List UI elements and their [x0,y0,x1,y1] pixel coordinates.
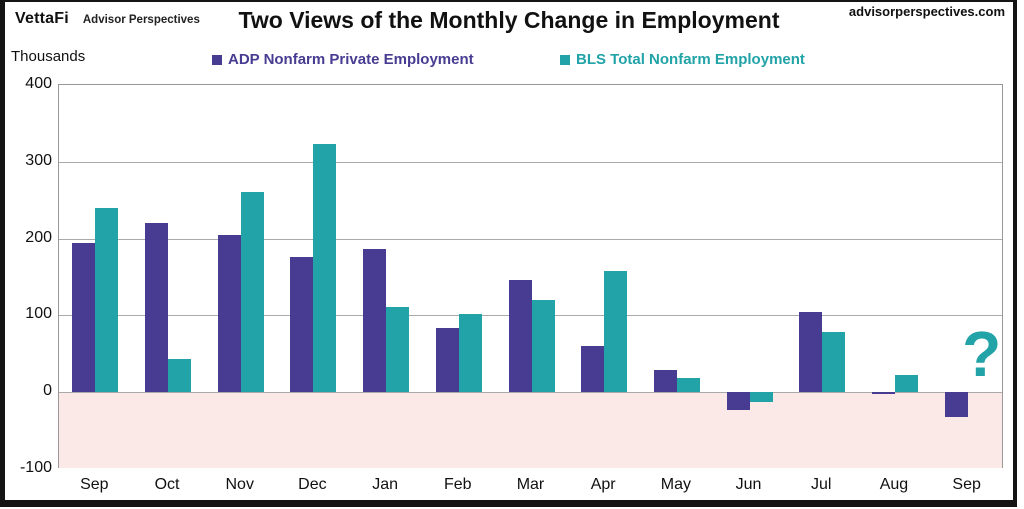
bar-adp-4-jan [363,249,387,393]
y-axis: 400 300 200 100 0 -100 [5,75,52,476]
legend-label-adp: ADP Nonfarm Private Employment [228,51,474,68]
x-tick-label-10-jul: Jul [811,476,832,493]
plot-wrap: ? [58,84,1003,468]
legend: ADP Nonfarm Private Employment BLS Total… [5,51,1013,69]
chart-title: Two Views of the Monthly Change in Emplo… [238,7,780,33]
bar-adp-3-dec [290,257,314,393]
x-axis: Sep Oct Nov Dec Jan Feb Mar Apr May Jun Jul Aug Sep [58,476,1003,498]
bar-bls-8-may [676,377,700,393]
bar-adp-6-mar [508,280,532,393]
bar-adp-7-apr [581,346,605,393]
bar-bls-5-feb [458,313,482,393]
bar-bls-2-nov [240,191,264,393]
x-tick-label-4-jan: Jan [372,476,398,493]
y-tick-label-100: 100 [25,305,52,323]
y-tick-label-0: 0 [43,382,52,400]
logo-primary-text: VettaFi [15,10,69,27]
negative-region-shading [59,392,1002,468]
x-tick-label-3-dec: Dec [298,476,327,493]
plot-area: ? [58,84,1003,468]
x-tick-label-2-nov: Nov [225,476,254,493]
y-tick-label-400: 400 [25,75,52,92]
logo-secondary-text: Advisor Perspectives [82,14,200,26]
bar-adp-2-nov [217,234,241,393]
x-tick-label-9-jun: Jun [735,476,762,493]
gridline-200 [59,238,1002,240]
bar-bls-11-aug [894,375,918,393]
legend-item-adp: ADP Nonfarm Private Employment [212,51,474,68]
bar-bls-1-oct [168,359,192,393]
x-tick-label-0-sep: Sep [80,476,109,493]
bar-bls-6-mar [531,300,555,393]
bar-adp-5-feb [435,327,459,393]
adp-swatch-icon [212,54,222,65]
bar-bls-0-sep [95,207,119,393]
y-axis-unit-label: Thousands [11,48,86,65]
bar-bls-4-jan [386,306,410,393]
x-tick-label-6-mar: Mar [516,476,545,493]
gridline-0 [59,392,1002,394]
bar-bls-9-jun [749,392,773,403]
bar-adp-8-may [653,369,677,393]
bar-bls-3-dec [313,144,337,393]
y-tick-label-200: 200 [25,228,52,246]
legend-label-bls: BLS Total Nonfarm Employment [576,51,805,68]
bar-bls-10-jul [822,331,846,393]
bar-adp-1-oct [145,223,169,393]
bar-adp-10-jul [799,312,823,393]
bar-bls-7-apr [604,270,628,393]
bar-adp-0-sep [72,243,96,393]
y-tick-label-300: 300 [25,151,52,169]
x-tick-label-11-aug: Aug [879,476,909,493]
bar-adp-12-sep [944,392,968,417]
vettafi-logo: VettaFi Advisor Perspectives [15,10,200,28]
x-tick-label-8-may: May [660,476,691,493]
bls-swatch-icon [560,54,570,65]
bar-adp-11-aug [871,392,895,395]
x-tick-label-7-apr: Apr [590,476,616,493]
x-tick-label-5-feb: Feb [444,476,472,493]
missing-data-question-mark: ? [962,318,1002,391]
bar-adp-9-jun [726,392,750,410]
x-tick-label-12-sep: Sep [952,476,981,493]
gridline-300 [59,161,1002,163]
y-tick-label--100: -100 [19,459,52,476]
website-url: advisorperspectives.com [848,4,1005,19]
legend-item-bls: BLS Total Nonfarm Employment [560,51,805,68]
x-tick-label-1-oct: Oct [154,476,180,493]
